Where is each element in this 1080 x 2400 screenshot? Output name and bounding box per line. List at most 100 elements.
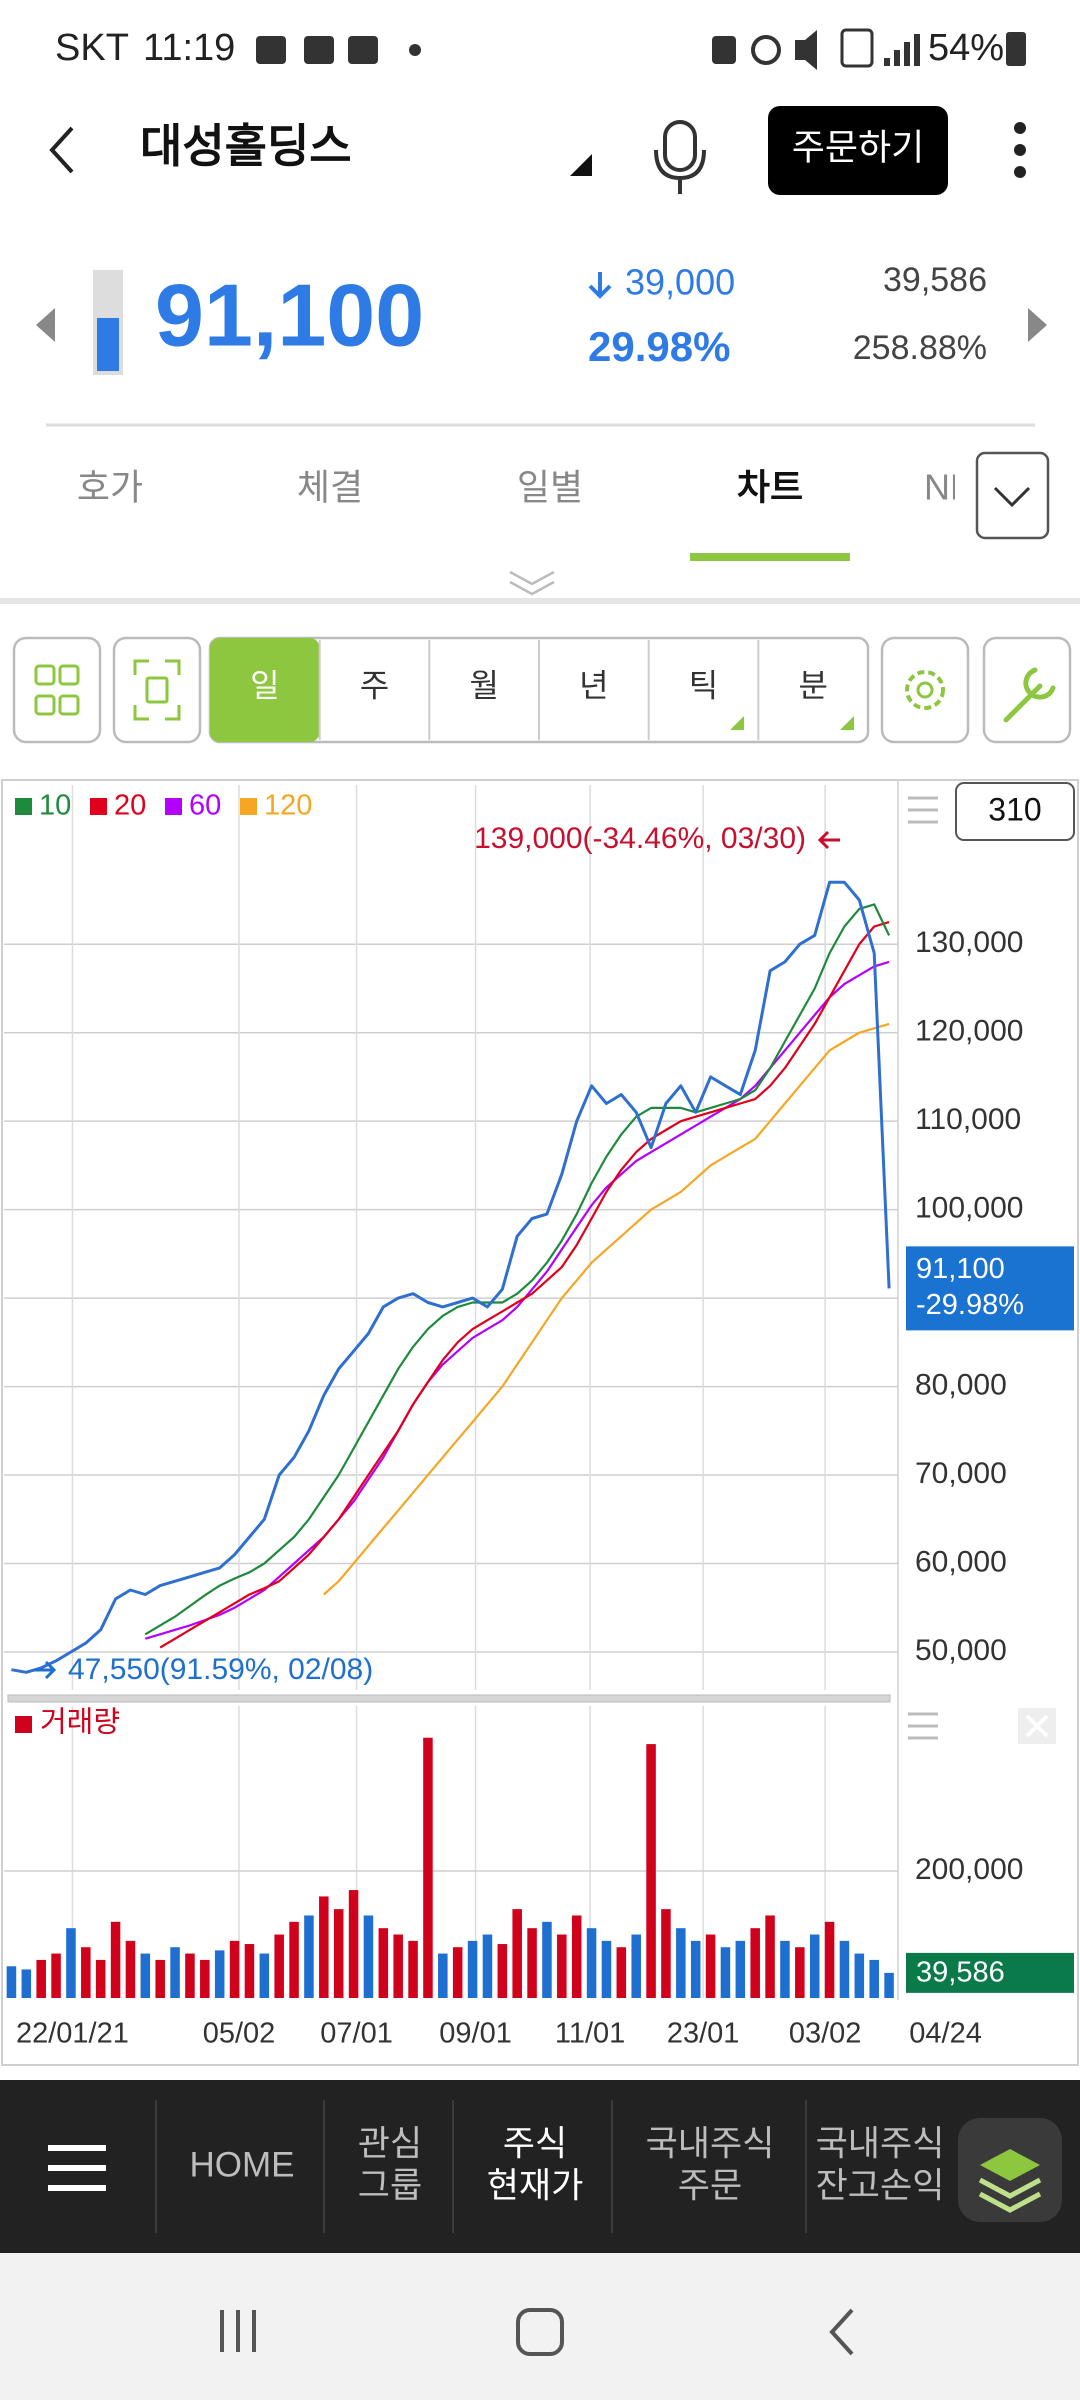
tab[interactable]: 차트 bbox=[737, 467, 803, 508]
back-button[interactable] bbox=[49, 126, 74, 174]
y-tick-label: 60,000 bbox=[915, 1545, 1007, 1578]
annotation-arrow bbox=[34, 1660, 57, 1680]
y-tick-label: 120,000 bbox=[915, 1015, 1023, 1048]
order-button[interactable] bbox=[768, 106, 948, 195]
volume-bar bbox=[333, 1909, 344, 1998]
x-tick-label: 07/01 bbox=[320, 2018, 393, 2050]
volume-tag-label: 39,586 bbox=[916, 1957, 1005, 1989]
gauge-fill bbox=[97, 318, 119, 371]
period-button[interactable]: 주 bbox=[360, 667, 389, 703]
period-button[interactable]: 틱 bbox=[689, 667, 718, 703]
settings-icon bbox=[916, 681, 934, 699]
signal-icon bbox=[884, 34, 920, 66]
settings-button[interactable] bbox=[880, 636, 970, 744]
volume-bar bbox=[482, 1934, 493, 1998]
volume-bar bbox=[661, 1909, 671, 1998]
volume-bar bbox=[81, 1947, 91, 1998]
carrier: SKT bbox=[55, 27, 129, 69]
prev-stock[interactable] bbox=[36, 308, 55, 342]
volume-bar bbox=[66, 1928, 76, 1998]
period-button[interactable]: 분 bbox=[798, 667, 827, 703]
legend-swatch bbox=[15, 1716, 32, 1733]
volume-bar bbox=[259, 1953, 270, 1998]
down-arrow bbox=[588, 272, 612, 299]
period-button[interactable]: 년 bbox=[579, 667, 608, 703]
tools-icon bbox=[1003, 667, 1056, 723]
stock-name[interactable]: 대성홀딩스 bbox=[140, 120, 352, 172]
nav-item: 그룹 bbox=[358, 2166, 422, 2205]
nav-item[interactable]: 국내주식 bbox=[646, 2124, 775, 2163]
volume-bar bbox=[140, 1953, 151, 1998]
change-rate: 29.98% bbox=[588, 323, 730, 370]
layout-button[interactable] bbox=[12, 636, 102, 744]
volume-bar bbox=[557, 1934, 567, 1998]
volume-bar bbox=[244, 1944, 255, 1998]
volume-bar bbox=[125, 1940, 136, 1998]
nav-item[interactable]: 국내주식 bbox=[816, 2124, 945, 2163]
tab[interactable]: 호가 bbox=[77, 467, 143, 508]
volume-bar bbox=[6, 1966, 17, 1998]
x-tick-label: 09/01 bbox=[439, 2018, 512, 2050]
volume-bar bbox=[527, 1928, 537, 1998]
nav-item[interactable]: 관심 bbox=[358, 2124, 422, 2163]
count-box[interactable] bbox=[955, 782, 1075, 841]
order-button-label: 주문하기 bbox=[792, 127, 924, 168]
tab-dropdown[interactable] bbox=[975, 451, 1050, 540]
settings-icon bbox=[905, 670, 945, 710]
volume-bar bbox=[110, 1921, 121, 1998]
tab-underline bbox=[690, 553, 850, 561]
dropdown-icon[interactable] bbox=[570, 154, 592, 176]
moving-average-line bbox=[323, 1022, 890, 1596]
mic-button bbox=[654, 149, 706, 194]
x-tick-label: 04/24 bbox=[909, 2018, 982, 2050]
volume-bar bbox=[720, 1947, 731, 1998]
volume-bar bbox=[185, 1953, 195, 1998]
period-button[interactable]: 월 bbox=[469, 667, 498, 703]
legend-swatch bbox=[165, 798, 182, 815]
battery-text: 54% bbox=[928, 27, 1004, 69]
expand-handle[interactable] bbox=[509, 570, 555, 596]
nav-item: 주문 bbox=[678, 2166, 742, 2205]
nav-item[interactable]: HOME bbox=[190, 2145, 295, 2184]
price-tag-change: -29.98% bbox=[916, 1289, 1024, 1321]
status-icon bbox=[409, 44, 421, 56]
nav-item: 현재가 bbox=[487, 2166, 584, 2205]
volume-bar bbox=[616, 1947, 627, 1998]
mic-button[interactable] bbox=[663, 120, 697, 172]
tab[interactable]: 일별 bbox=[517, 467, 583, 508]
back-system-button[interactable] bbox=[829, 2308, 854, 2356]
x-tick-label: 11/01 bbox=[555, 2018, 625, 2050]
status-icon bbox=[304, 36, 334, 64]
next-stock[interactable] bbox=[1028, 308, 1047, 342]
menu-button[interactable] bbox=[48, 2145, 106, 2191]
volume-menu[interactable] bbox=[908, 1712, 938, 1740]
clock: 11:19 bbox=[143, 27, 235, 69]
fullscreen-button[interactable] bbox=[112, 636, 202, 744]
volume-bar bbox=[95, 1959, 106, 1998]
volume-bar bbox=[497, 1944, 508, 1998]
panel-splitter[interactable] bbox=[7, 1694, 891, 1703]
submenu-mark bbox=[730, 716, 854, 730]
more-menu[interactable] bbox=[1014, 122, 1026, 134]
y-tick-label: 130,000 bbox=[915, 926, 1023, 959]
volume-bar bbox=[765, 1915, 775, 1998]
nav-item[interactable]: 주식 bbox=[503, 2124, 567, 2163]
status-icon bbox=[712, 36, 736, 64]
price-change: 39,000 bbox=[625, 262, 735, 303]
volume-bar bbox=[854, 1953, 865, 1998]
recents-button[interactable] bbox=[220, 2310, 256, 2352]
tab[interactable]: 체결 bbox=[297, 467, 363, 508]
period-button[interactable]: 일 bbox=[250, 667, 279, 703]
volume: 39,586 bbox=[883, 261, 987, 299]
volume-bar bbox=[274, 1934, 284, 1998]
status-icon bbox=[751, 35, 781, 65]
volume-bar bbox=[631, 1934, 641, 1998]
volume-title: 거래량 bbox=[40, 1707, 120, 1739]
volume-bar bbox=[423, 1737, 433, 1998]
home-button[interactable] bbox=[516, 2308, 564, 2356]
close-icon bbox=[1025, 1714, 1049, 1738]
chart-menu[interactable] bbox=[908, 796, 938, 824]
